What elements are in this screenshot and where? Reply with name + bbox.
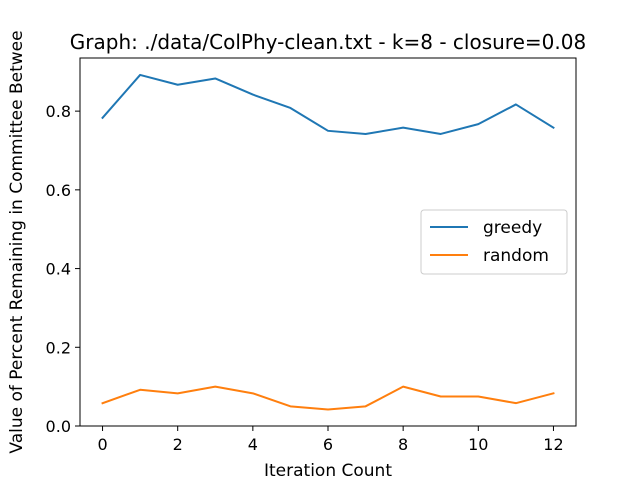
y-tick-label: 0.2 [46,338,71,357]
x-tick-label: 10 [468,435,488,454]
legend: greedy random [420,209,568,275]
y-tick-label: 0.4 [46,260,71,279]
y-tick-label: 0.0 [46,417,71,436]
x-tick-label: 6 [323,435,333,454]
x-tick-label: 12 [543,435,563,454]
x-tick-label: 0 [97,435,107,454]
y-axis-label: Value of Percent Remaining in Committee … [7,30,27,453]
legend-label-greedy: greedy [483,218,542,238]
legend-label-random: random [483,246,549,266]
x-tick-label: 2 [173,435,183,454]
x-axis-label: Iteration Count [264,461,392,480]
x-tick-label: 8 [398,435,408,454]
y-tick-label: 0.8 [46,102,71,121]
axes-layer: 0 2 4 6 8 10 12 0.0 0.2 0.4 0.6 0.8 [46,57,577,454]
x-tick-label: 4 [248,435,258,454]
chart-title: Graph: ./data/ColPhy-clean.txt - k=8 - c… [70,30,586,54]
y-tick-label: 0.6 [46,181,71,200]
series-layer [101,73,555,411]
